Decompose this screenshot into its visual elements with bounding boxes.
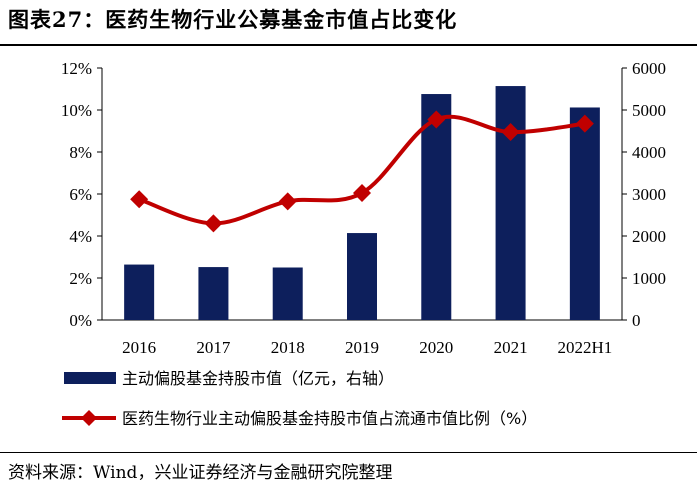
chart-area: 0% 2% 4% 6% 8% 10% 12% 0 1000 2000 3000 4000 5000 600… <box>61 59 666 428</box>
left-axis-tick-label: 2% <box>69 269 92 288</box>
ratio-point-2020 <box>427 110 446 129</box>
legend-bar-label: 主动偏股基金持股市值（亿元，右轴） <box>122 369 394 388</box>
right-axis-tick-label: 5000 <box>632 101 666 120</box>
left-axis-tick-label: 12% <box>61 59 92 78</box>
source-divider <box>0 452 697 453</box>
x-axis-tick-label: 2018 <box>271 338 305 357</box>
ratio-point-2018 <box>278 192 297 211</box>
chart-title: 图表27：医药生物行业公募基金市值占比变化 <box>8 7 458 32</box>
bar-2021 <box>495 86 526 320</box>
right-axis-tick-label: 3000 <box>632 185 666 204</box>
left-axis-tick-label: 8% <box>69 143 92 162</box>
legend-line-label: 医药生物行业主动偏股基金持股市值占流通市值比例（%） <box>122 409 537 428</box>
bar-2016 <box>124 264 155 320</box>
ratio-point-2016 <box>130 190 149 209</box>
bar-2018 <box>272 267 303 320</box>
right-axis-tick-label: 6000 <box>632 59 666 78</box>
x-axis-tick-label: 2019 <box>345 338 379 357</box>
ratio-point-2021 <box>501 123 520 142</box>
bar-2022H1 <box>569 107 600 320</box>
right-axis-tick-label: 2000 <box>632 227 666 246</box>
legend-bar-swatch <box>64 372 116 384</box>
right-axis-tick-label: 0 <box>632 311 641 330</box>
right-axis-tick-label: 1000 <box>632 269 666 288</box>
bar-2020 <box>421 94 452 320</box>
left-axis-tick-label: 4% <box>69 227 92 246</box>
x-axis-tick-label: 2017 <box>196 338 231 357</box>
x-axis-tick-label: 2021 <box>494 338 528 357</box>
ratio-point-2017 <box>204 214 223 233</box>
x-axis-tick-label: 2016 <box>122 338 156 357</box>
right-axis-tick-label: 4000 <box>632 143 666 162</box>
bar-2017 <box>198 267 229 320</box>
source-note: 资料来源：Wind，兴业证券经济与金融研究院整理 <box>8 463 393 483</box>
legend-line-marker <box>81 410 97 426</box>
left-axis-tick-label: 10% <box>61 101 92 120</box>
ratio-point-2019 <box>353 183 371 202</box>
x-axis-tick-label: 2020 <box>419 338 453 357</box>
title-divider <box>0 44 697 46</box>
ratio-point-2022H1 <box>575 114 594 133</box>
left-axis-tick-label: 6% <box>69 185 92 204</box>
left-axis-tick-label: 0% <box>69 311 92 330</box>
x-axis-tick-label: 2022H1 <box>557 338 612 357</box>
bar-2019 <box>347 233 377 320</box>
